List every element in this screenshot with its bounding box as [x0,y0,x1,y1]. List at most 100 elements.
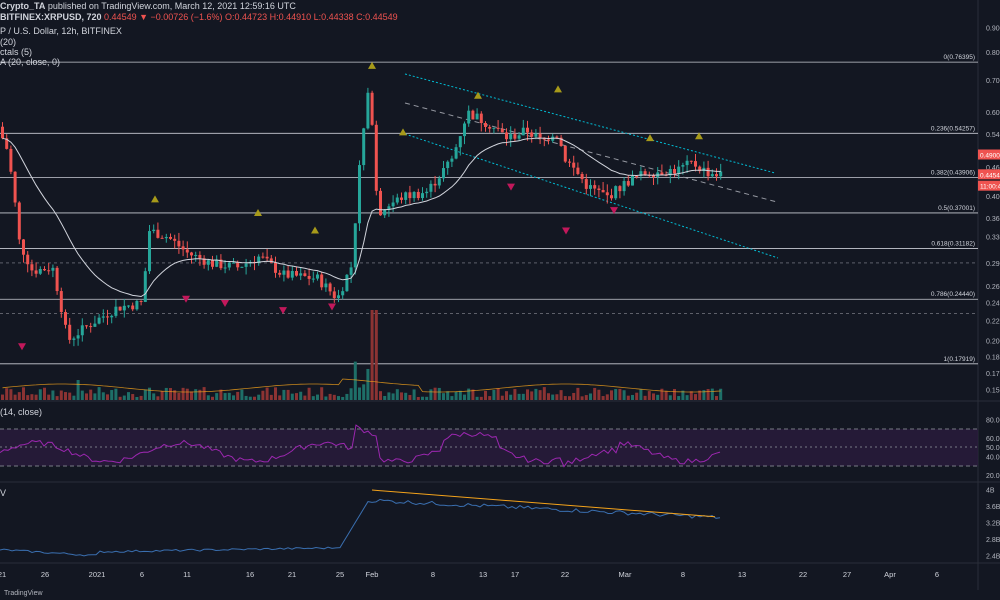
volume-bar [320,387,324,400]
candle [34,270,38,274]
indicator-legend-2[interactable]: ctals (5) [0,47,33,57]
time-tick-label: 8 [431,570,435,579]
publisher-name[interactable]: Crypto_TA [0,1,46,11]
candle [450,158,454,162]
volume-bar [240,389,244,400]
time-tick-label: 27 [843,570,851,579]
candle [631,176,634,186]
fib-level-label: 0.5(0.37001) [938,205,975,212]
candle [706,167,710,177]
rsi-legend[interactable]: (14, close) [0,407,43,417]
volume-bar [244,395,248,400]
candle [605,192,609,196]
candle [173,238,177,241]
volume-bar [479,396,483,400]
indicator-legend-1[interactable]: (20) [0,37,17,47]
volume-bar [13,394,17,400]
fractal-up-marker [311,226,319,234]
volume-bar [278,395,282,400]
volume-bar [471,389,475,400]
candle [568,161,571,163]
obv-tick-label: 3.6B [986,504,1000,511]
candle [337,295,340,299]
volume-bar [160,390,164,400]
candle [404,192,408,200]
candle [160,237,164,239]
candle [463,123,466,137]
candle [135,300,139,310]
volume-bar [517,393,521,400]
volume-bar [505,391,508,400]
volume-bar [500,395,504,400]
volume-bar [118,396,122,400]
volume-bar [286,389,290,400]
volume-bar [114,388,118,400]
tradingview-brand[interactable]: TradingView [4,590,43,597]
candle [22,239,25,255]
volume-bar [1,394,4,400]
volume-bar [22,387,25,400]
candle [421,193,424,199]
obv-tick-label: 2.4B [986,553,1000,560]
obv-legend[interactable]: V [0,488,7,498]
rsi-tick-label: 50.00 [986,445,1000,452]
volume-bar [93,393,97,400]
rsi-line [0,424,721,468]
candle [408,192,412,199]
volume-bar [295,393,298,400]
time-tick-label: 8 [681,570,685,579]
time-tick-label: 22 [799,570,807,579]
volume-bar [181,387,185,400]
volume-bar [530,391,534,400]
time-tick-label: 22 [561,570,569,579]
channel-upper-line [404,73,776,174]
candle [530,132,534,137]
candle [719,171,723,177]
candle [93,323,97,327]
symbol-text[interactable]: BITFINEX:XRPUSD, 720 [0,12,102,22]
volume-bar [139,395,143,400]
candle [30,264,34,271]
volume-bar [358,387,361,400]
volume-bar [639,389,643,400]
volume-bar [38,389,42,400]
price-tick-label: 0.18500 [986,355,1000,362]
candle [194,254,198,256]
candle [110,315,114,318]
candle [190,252,193,256]
obv-tick-label: 3.2B [986,520,1000,527]
candle [89,326,93,328]
candle [677,166,681,174]
volume-bar [122,395,126,400]
volume-bar [341,396,345,400]
candle [211,260,214,267]
candle [244,263,248,267]
fractal-down-marker [18,343,26,351]
candle [223,267,227,269]
candle [496,127,500,129]
volume-bar [601,396,605,400]
volume-bar [370,310,374,400]
price-axis-label-box [978,149,1000,160]
time-tick-label: 21 [0,570,6,579]
candle [429,183,433,192]
volume-bar [521,393,525,400]
volume-bar [219,389,223,400]
candle [80,325,84,336]
indicator-legend-3[interactable]: A (20, close, 0) [0,57,61,67]
volume-bar [143,389,147,400]
volume-bar [379,391,382,400]
footer: TradingView [0,590,1000,600]
candle [122,305,126,311]
candle [513,134,517,139]
volume-bar [715,396,718,400]
candle [366,92,370,129]
volume-bar [660,388,664,400]
price-axis-label: 11:00:48 [980,184,1000,191]
candle [328,283,332,292]
volume-ma-line [2,378,721,393]
volume-bar [391,393,395,400]
volume-bar [152,393,156,400]
quote-text: 0.44549 ▼ −0.00726 (−1.6%) O:0.44723 H:0… [104,12,398,22]
